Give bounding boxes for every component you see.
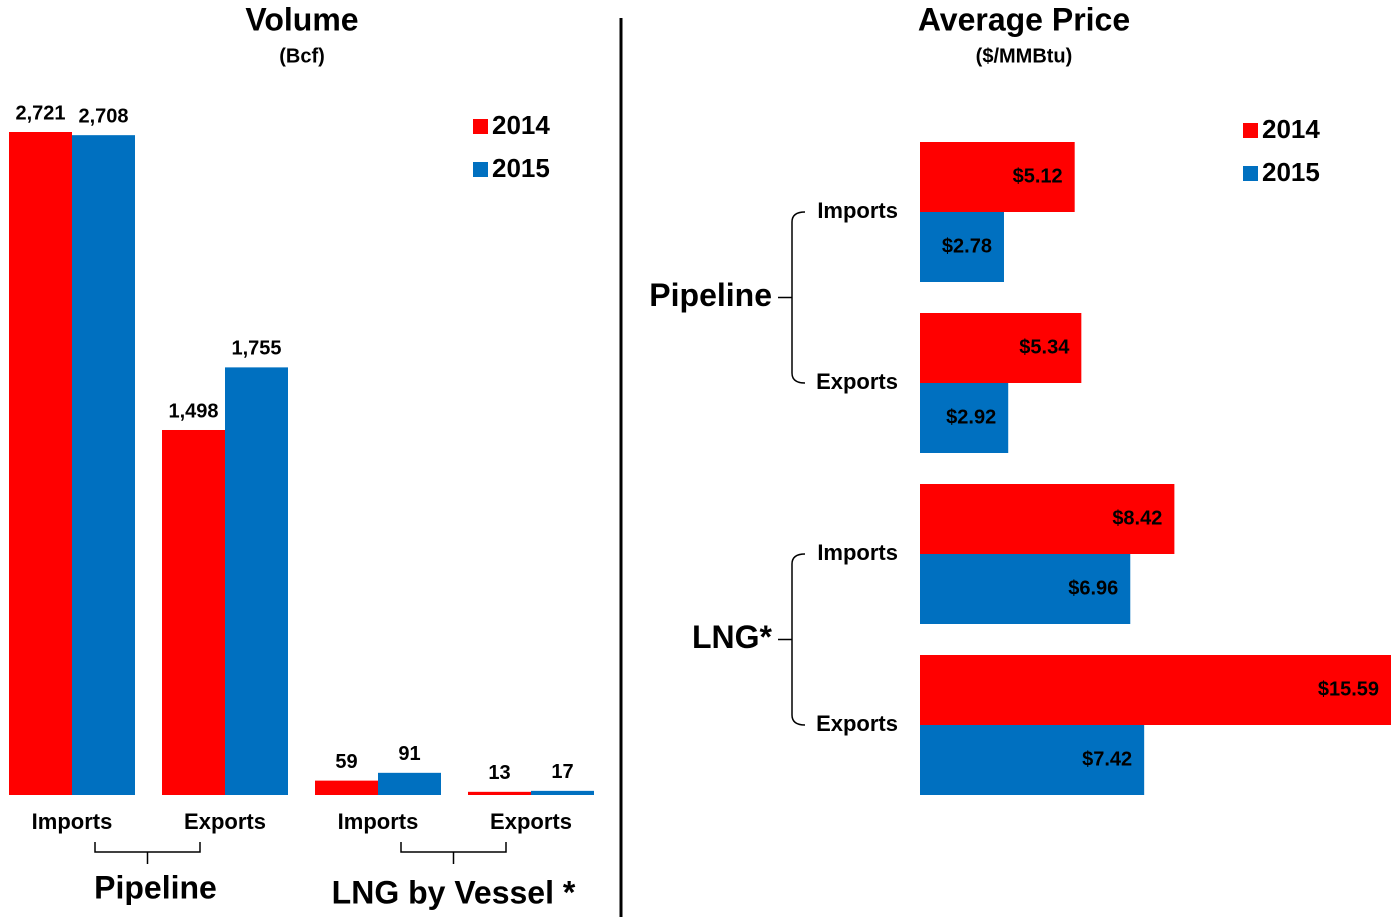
group-brace <box>94 842 201 864</box>
legend-swatch <box>473 162 488 177</box>
legend-label: 2015 <box>492 153 550 183</box>
legend-swatch <box>1243 166 1258 181</box>
data-label: 2,708 <box>78 105 128 127</box>
legend-swatch <box>473 119 488 134</box>
bar <box>9 132 72 795</box>
group-label: LNG by Vessel * <box>332 874 576 910</box>
data-label: $5.34 <box>1019 336 1070 358</box>
legend-label: 2014 <box>1262 114 1320 144</box>
group-label: LNG* <box>692 619 773 655</box>
bar <box>72 135 135 795</box>
data-label: $6.96 <box>1068 577 1118 599</box>
group-label: Pipeline <box>649 277 772 313</box>
data-label: $15.59 <box>1318 678 1379 700</box>
x-tick-label: Imports <box>338 809 419 834</box>
group-bracket <box>778 211 806 384</box>
data-label: $2.78 <box>942 235 992 257</box>
chart-title: Volume <box>245 1 358 37</box>
bar <box>920 655 1391 725</box>
data-label: 1,498 <box>168 400 218 422</box>
y-tick-label: Exports <box>816 711 898 736</box>
x-tick-label: Exports <box>184 809 266 834</box>
y-tick-label: Exports <box>816 369 898 394</box>
bar <box>920 725 1145 795</box>
data-label: 2,721 <box>15 102 65 124</box>
bar <box>468 791 531 795</box>
bar <box>920 383 1009 453</box>
chart-title: Average Price <box>918 1 1130 37</box>
bar <box>920 212 1004 282</box>
y-tick-label: Imports <box>817 540 898 565</box>
group-label: Pipeline <box>94 869 217 905</box>
bar <box>378 772 441 795</box>
group-bracket <box>778 553 806 726</box>
data-label: 1,755 <box>231 338 281 360</box>
bar <box>920 142 1075 212</box>
data-label: 17 <box>551 761 573 783</box>
bar <box>315 780 378 795</box>
data-label: $8.42 <box>1112 507 1162 529</box>
legend-label: 2014 <box>492 110 550 140</box>
chart-subtitle: ($/MMBtu) <box>976 45 1073 67</box>
bar <box>162 429 225 795</box>
legend-swatch <box>1243 123 1258 138</box>
legend-label: 2015 <box>1262 157 1320 187</box>
data-label: 59 <box>335 751 357 773</box>
data-label: 13 <box>488 762 510 784</box>
x-tick-label: Exports <box>490 809 572 834</box>
bar <box>920 554 1131 624</box>
bar <box>920 313 1082 383</box>
x-tick-label: Imports <box>32 809 113 834</box>
data-label: $7.42 <box>1082 748 1132 770</box>
data-label: $5.12 <box>1013 165 1063 187</box>
bar <box>920 484 1175 554</box>
bar <box>225 367 288 795</box>
bar <box>531 790 594 795</box>
y-tick-label: Imports <box>817 198 898 223</box>
group-brace <box>400 842 507 864</box>
chart-subtitle: (Bcf) <box>279 45 325 67</box>
data-label: 91 <box>398 743 420 765</box>
data-label: $2.92 <box>946 406 996 428</box>
